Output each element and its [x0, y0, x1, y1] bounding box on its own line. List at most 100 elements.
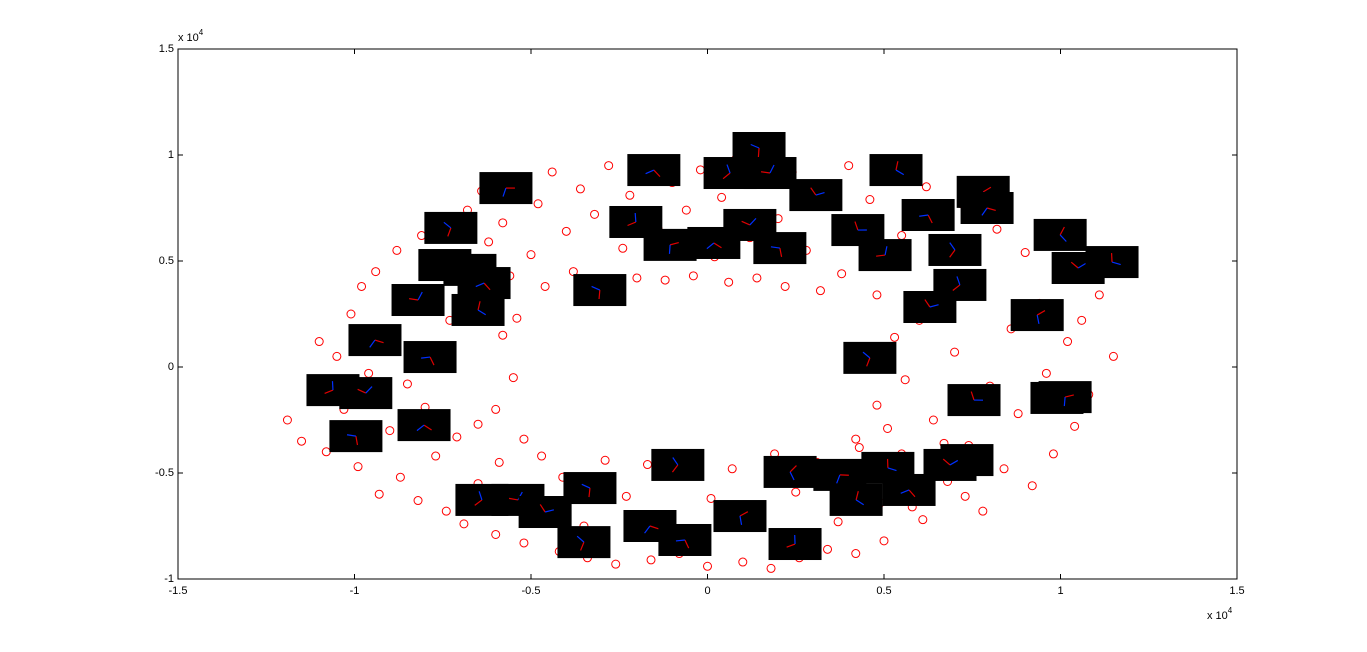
thumbnail-glyph — [855, 491, 859, 501]
point — [282, 415, 292, 425]
thumbnail-glyph — [900, 489, 910, 494]
thumbnail-glyph — [477, 309, 487, 316]
point — [547, 167, 557, 177]
thumbnail-glyph — [672, 457, 679, 466]
thumbnail-glyph — [919, 214, 929, 217]
point — [491, 404, 501, 414]
thumbnail-glyph — [866, 357, 871, 367]
point — [851, 549, 861, 559]
point — [395, 472, 405, 482]
thumbnail-glyph — [1077, 262, 1087, 269]
point — [374, 489, 384, 499]
x-tick-label: 1 — [1057, 585, 1063, 597]
point — [1070, 421, 1080, 431]
thumbnail-glyph — [949, 249, 956, 258]
point — [1094, 290, 1104, 300]
point — [865, 195, 875, 205]
point — [688, 271, 698, 281]
point — [604, 161, 614, 171]
thumbnail-glyph — [355, 436, 359, 446]
point — [385, 426, 395, 436]
thumbnail-glyph — [986, 207, 996, 212]
point — [1027, 481, 1037, 491]
point — [533, 199, 543, 209]
thumbnail-glyph — [474, 499, 483, 506]
thumbnail-glyph — [576, 535, 585, 543]
point — [752, 273, 762, 283]
point — [508, 373, 518, 383]
thumbnail-glyph — [1064, 394, 1074, 398]
thumbnail-glyph — [627, 221, 637, 227]
thumbnail-glyph — [952, 284, 961, 291]
thumbnail-glyph — [1111, 261, 1121, 266]
point — [1041, 368, 1051, 378]
point — [575, 184, 585, 194]
thumbnail-glyph — [895, 161, 899, 171]
x-tick-label: -0.5 — [522, 585, 541, 597]
point — [561, 226, 571, 236]
thumbnail-glyph — [580, 541, 585, 551]
point — [883, 423, 893, 433]
point — [815, 286, 825, 296]
point — [484, 237, 494, 247]
thumbnail — [687, 226, 741, 259]
thumbnail-glyph — [982, 186, 992, 193]
thumbnail-glyph — [815, 191, 825, 196]
point — [618, 243, 628, 253]
thumbnail-glyph — [942, 458, 951, 466]
thumbnail-glyph — [760, 171, 771, 174]
thumbnail-glyph — [581, 483, 591, 489]
point — [780, 281, 790, 291]
thumbnail-glyph — [483, 282, 491, 291]
x-multiplier-exponent: 4 — [1228, 606, 1233, 615]
x-tick-label: 1.5 — [1229, 585, 1244, 597]
thumbnail-glyph — [749, 217, 757, 226]
thumbnail-glyph — [956, 276, 961, 286]
y-tick-label: 1 — [168, 149, 174, 161]
point — [1013, 409, 1023, 419]
point — [833, 517, 843, 527]
point — [611, 559, 621, 569]
point — [498, 218, 508, 228]
thumbnail-glyph — [895, 169, 905, 176]
thumbnail-glyph — [669, 241, 679, 246]
thumbnail-glyph — [591, 285, 601, 291]
point — [992, 224, 1002, 234]
thumbnail-glyph — [789, 471, 795, 481]
thumbnail-glyph — [668, 244, 671, 254]
thumbnail-glyph — [653, 169, 661, 178]
point — [537, 451, 547, 461]
thumbnail-glyph — [421, 356, 431, 359]
thumbnail-glyph — [634, 212, 637, 223]
thumbnail-glyph — [927, 214, 933, 224]
point — [823, 544, 833, 554]
x-tick-label: 0 — [704, 585, 710, 597]
thumbnail-glyph — [981, 207, 988, 216]
thumbnail-glyph — [769, 164, 775, 174]
thumbnail-glyph — [475, 282, 485, 288]
point — [1077, 315, 1087, 325]
point — [621, 491, 631, 501]
point — [431, 451, 441, 461]
point — [332, 351, 342, 361]
thumbnail-glyph — [416, 424, 425, 432]
thumbnail-glyph — [478, 491, 483, 501]
point — [727, 464, 737, 474]
thumbnail-glyph — [346, 434, 357, 437]
x-tick-label: 0.5 — [876, 585, 891, 597]
thumbnail-glyph — [1036, 314, 1040, 325]
thumbnail-glyph — [539, 504, 546, 513]
thumbnail-glyph — [810, 187, 817, 196]
thumbnail-glyph — [409, 298, 419, 301]
point — [879, 536, 889, 546]
point — [872, 400, 882, 410]
point — [717, 192, 727, 202]
thumbnail-glyph — [423, 424, 432, 431]
thumbnail-glyph — [884, 246, 888, 256]
thumbnail-glyph — [645, 169, 655, 175]
thumbnail-glyph — [789, 465, 797, 473]
x-tick-label: -1.5 — [169, 585, 188, 597]
x-multiplier-base: x 10 — [1207, 610, 1228, 622]
thumbnail-glyph — [924, 299, 931, 308]
